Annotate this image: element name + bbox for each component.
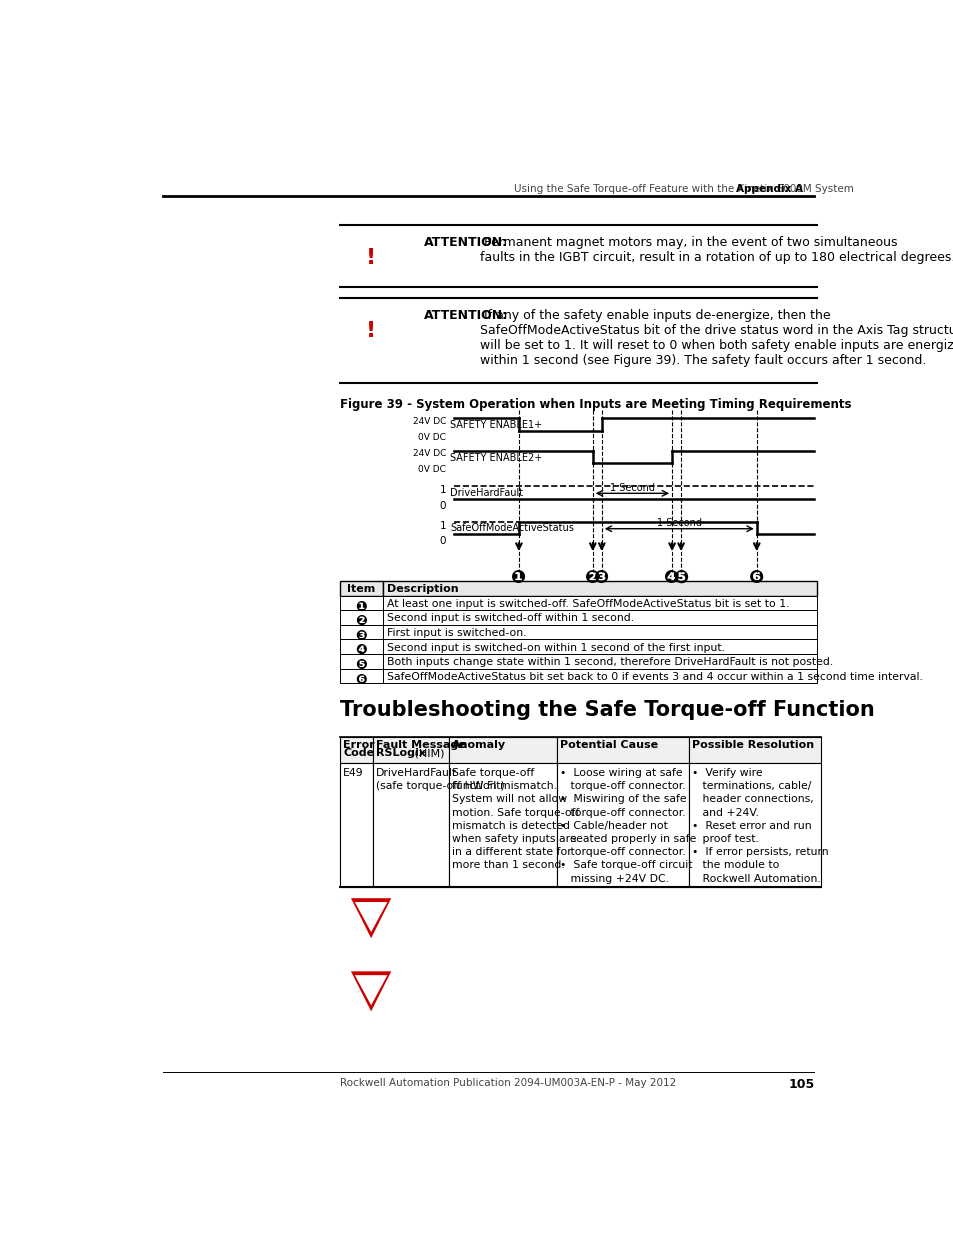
Text: Troubleshooting the Safe Torque-off Function: Troubleshooting the Safe Torque-off Func… [340,700,874,720]
Text: Rockwell Automation Publication 2094-UM003A-EN-P - May 2012: Rockwell Automation Publication 2094-UM0… [340,1078,676,1088]
Bar [382,625,816,640]
Text: ❹: ❹ [663,568,679,587]
Bar [340,668,382,683]
Text: !: ! [366,248,375,268]
Bar [557,763,688,887]
Bar [340,610,382,625]
Text: Error: Error [343,740,375,750]
Text: ❺: ❺ [673,568,688,587]
Text: 0: 0 [439,501,446,511]
Text: Figure 39 - System Operation when Inputs are Meeting Timing Requirements: Figure 39 - System Operation when Inputs… [340,399,851,411]
Bar [340,763,373,887]
Text: ❷: ❷ [584,568,599,587]
Polygon shape [355,976,387,1005]
Bar [382,668,816,683]
Text: Safe torque-off
function mismatch.
System will not allow
motion. Safe torque-off: Safe torque-off function mismatch. Syste… [452,768,578,871]
Bar [373,763,448,887]
Text: 1: 1 [439,521,446,531]
Text: First input is switched-on.: First input is switched-on. [387,627,526,638]
Text: ATTENTION:: ATTENTION: [423,309,507,322]
Text: 0V DC: 0V DC [418,466,446,474]
Text: ❸: ❸ [594,568,609,587]
Polygon shape [351,898,391,939]
Text: Permanent magnet motors may, in the event of two simultaneous
faults in the IGBT: Permanent magnet motors may, in the even… [479,236,953,264]
Text: ❻: ❻ [748,568,763,587]
Bar [340,580,382,595]
Text: SAFETY ENABLE2+: SAFETY ENABLE2+ [450,453,542,463]
Bar [688,763,820,887]
Bar [373,737,448,763]
Bar [382,655,816,668]
Text: 0: 0 [439,536,446,546]
Bar [340,640,382,655]
Text: ❷: ❷ [355,614,367,629]
Text: ATTENTION:: ATTENTION: [423,236,507,249]
Text: !: ! [366,321,375,341]
Text: DriveHardFault
(safe torque-off HW Flt): DriveHardFault (safe torque-off HW Flt) [375,768,504,792]
Text: Anomaly: Anomaly [452,740,505,750]
Bar [448,763,557,887]
Text: Item: Item [347,584,375,594]
Polygon shape [355,902,387,932]
Text: ❶: ❶ [511,568,526,587]
Text: Description: Description [387,584,458,594]
Bar [340,625,382,640]
Text: Both inputs change state within 1 second, therefore DriveHardFault is not posted: Both inputs change state within 1 second… [387,657,833,667]
Bar [382,610,816,625]
Text: ❶: ❶ [355,599,367,614]
Bar [340,655,382,668]
Text: RSLogix: RSLogix [375,748,425,758]
Text: DriveHardFault: DriveHardFault [450,488,523,498]
Text: Code: Code [343,748,374,758]
Text: Potential Cause: Potential Cause [559,740,658,750]
Text: 24V DC: 24V DC [413,450,446,458]
Text: Second input is switched-off within 1 second.: Second input is switched-off within 1 se… [387,614,634,624]
Text: ❸: ❸ [355,629,367,642]
Text: ❺: ❺ [355,658,367,672]
Text: SafeOffModeActiveStatus: SafeOffModeActiveStatus [450,524,574,534]
Bar [688,737,820,763]
Bar [340,737,373,763]
Bar [382,595,816,610]
Polygon shape [351,972,391,1011]
Text: •  Verify wire
   terminations, cable/
   header connections,
   and +24V.
•  Re: • Verify wire terminations, cable/ heade… [691,768,828,884]
Text: 0V DC: 0V DC [418,433,446,442]
Text: SAFETY ENABLE1+: SAFETY ENABLE1+ [450,420,541,431]
Bar [340,595,382,610]
Text: If any of the safety enable inputs de-energize, then the
SafeOffModeActiveStatus: If any of the safety enable inputs de-en… [479,309,953,367]
Text: Fault Message: Fault Message [375,740,465,750]
Text: At least one input is switched-off. SafeOffModeActiveStatus bit is set to 1.: At least one input is switched-off. Safe… [387,599,789,609]
Text: ❻: ❻ [355,673,367,687]
Text: SafeOffModeActiveStatus bit set back to 0 if events 3 and 4 occur within a 1 sec: SafeOffModeActiveStatus bit set back to … [387,672,923,682]
Text: 1 Second: 1 Second [656,517,701,529]
Text: 24V DC: 24V DC [413,417,446,426]
Text: Second input is switched-on within 1 second of the first input.: Second input is switched-on within 1 sec… [387,642,724,652]
Text: 1: 1 [439,485,446,495]
Text: Using the Safe Torque-off Feature with the Kinetix 6000M System: Using the Safe Torque-off Feature with t… [514,184,854,194]
Bar [382,640,816,655]
Text: (HIM): (HIM) [411,748,444,758]
Bar [448,737,557,763]
Text: Appendix A: Appendix A [736,184,802,194]
Bar [557,737,688,763]
Text: 1 Second: 1 Second [609,483,655,493]
Bar [382,580,816,595]
Text: Possible Resolution: Possible Resolution [691,740,813,750]
Text: ❹: ❹ [355,643,367,657]
Text: 105: 105 [787,1078,814,1092]
Text: E49: E49 [343,768,363,778]
Text: •  Loose wiring at safe
   torque-off connector.
•  Miswiring of the safe
   tor: • Loose wiring at safe torque-off connec… [559,768,696,884]
